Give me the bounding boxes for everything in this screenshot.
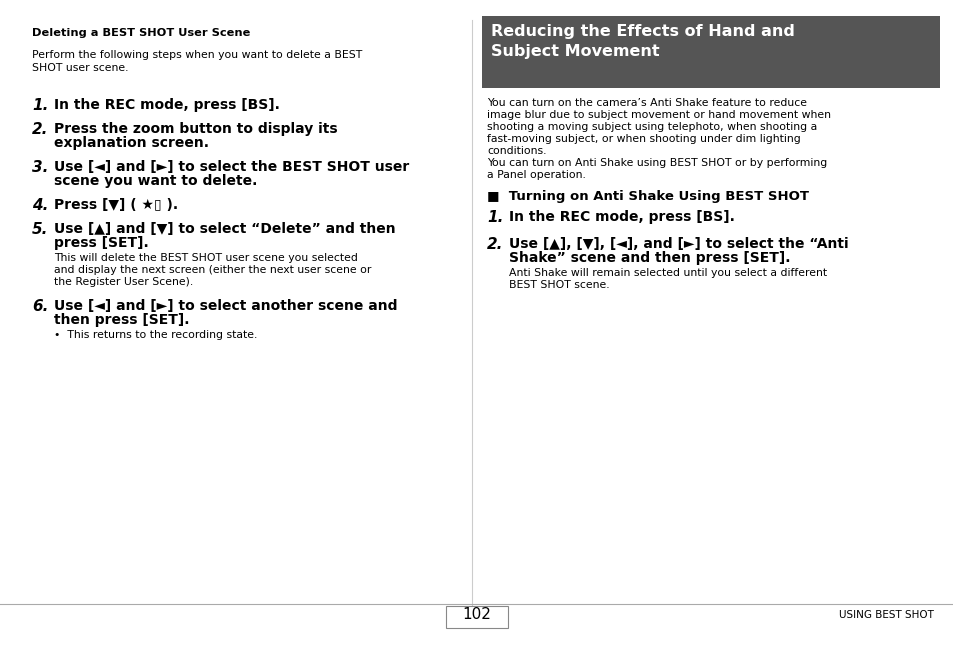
Text: Shake” scene and then press [SET].: Shake” scene and then press [SET]. (509, 251, 790, 265)
Text: 4.: 4. (32, 198, 49, 213)
Text: Press the zoom button to display its: Press the zoom button to display its (54, 122, 337, 136)
Text: image blur due to subject movement or hand movement when: image blur due to subject movement or ha… (486, 110, 830, 120)
Text: ■  Turning on Anti Shake Using BEST SHOT: ■ Turning on Anti Shake Using BEST SHOT (486, 190, 808, 203)
Text: USING BEST SHOT: USING BEST SHOT (839, 610, 933, 620)
Text: the Register User Scene).: the Register User Scene). (54, 277, 193, 287)
Text: 6.: 6. (32, 299, 49, 314)
Text: BEST SHOT scene.: BEST SHOT scene. (509, 280, 609, 290)
Text: conditions.: conditions. (486, 146, 546, 156)
Text: Reducing the Effects of Hand and: Reducing the Effects of Hand and (491, 24, 794, 39)
Text: shooting a moving subject using telephoto, when shooting a: shooting a moving subject using telephot… (486, 122, 817, 132)
Text: Use [▲] and [▼] to select “Delete” and then: Use [▲] and [▼] to select “Delete” and t… (54, 222, 395, 236)
Text: a Panel operation.: a Panel operation. (486, 170, 585, 180)
Text: Use [◄] and [►] to select the BEST SHOT user: Use [◄] and [►] to select the BEST SHOT … (54, 160, 409, 174)
Text: In the REC mode, press [BS].: In the REC mode, press [BS]. (509, 210, 734, 224)
Text: Perform the following steps when you want to delete a BEST: Perform the following steps when you wan… (32, 50, 362, 60)
Text: 1.: 1. (32, 98, 49, 113)
Text: 5.: 5. (32, 222, 49, 237)
Text: 2.: 2. (32, 122, 49, 137)
Text: fast-moving subject, or when shooting under dim lighting: fast-moving subject, or when shooting un… (486, 134, 800, 144)
Text: and display the next screen (either the next user scene or: and display the next screen (either the … (54, 265, 371, 275)
Text: SHOT user scene.: SHOT user scene. (32, 63, 129, 73)
Text: 3.: 3. (32, 160, 49, 175)
Text: Deleting a BEST SHOT User Scene: Deleting a BEST SHOT User Scene (32, 28, 250, 38)
Text: press [SET].: press [SET]. (54, 236, 149, 250)
Text: You can turn on the camera’s Anti Shake feature to reduce: You can turn on the camera’s Anti Shake … (486, 98, 806, 108)
Text: Subject Movement: Subject Movement (491, 44, 659, 59)
Text: Press [▼] ( ★▯ ).: Press [▼] ( ★▯ ). (54, 198, 178, 212)
Text: then press [SET].: then press [SET]. (54, 313, 190, 327)
Text: 1.: 1. (486, 210, 503, 225)
Text: Use [◄] and [►] to select another scene and: Use [◄] and [►] to select another scene … (54, 299, 397, 313)
Text: Anti Shake will remain selected until you select a different: Anti Shake will remain selected until yo… (509, 268, 826, 278)
Text: scene you want to delete.: scene you want to delete. (54, 174, 257, 188)
Text: You can turn on Anti Shake using BEST SHOT or by performing: You can turn on Anti Shake using BEST SH… (486, 158, 826, 168)
Text: explanation screen.: explanation screen. (54, 136, 209, 150)
Text: 2.: 2. (486, 237, 503, 252)
Text: •  This returns to the recording state.: • This returns to the recording state. (54, 330, 257, 340)
Text: This will delete the BEST SHOT user scene you selected: This will delete the BEST SHOT user scen… (54, 253, 357, 263)
Text: 102: 102 (462, 607, 491, 622)
Text: In the REC mode, press [BS].: In the REC mode, press [BS]. (54, 98, 279, 112)
Text: Use [▲], [▼], [◄], and [►] to select the “Anti: Use [▲], [▼], [◄], and [►] to select the… (509, 237, 848, 251)
